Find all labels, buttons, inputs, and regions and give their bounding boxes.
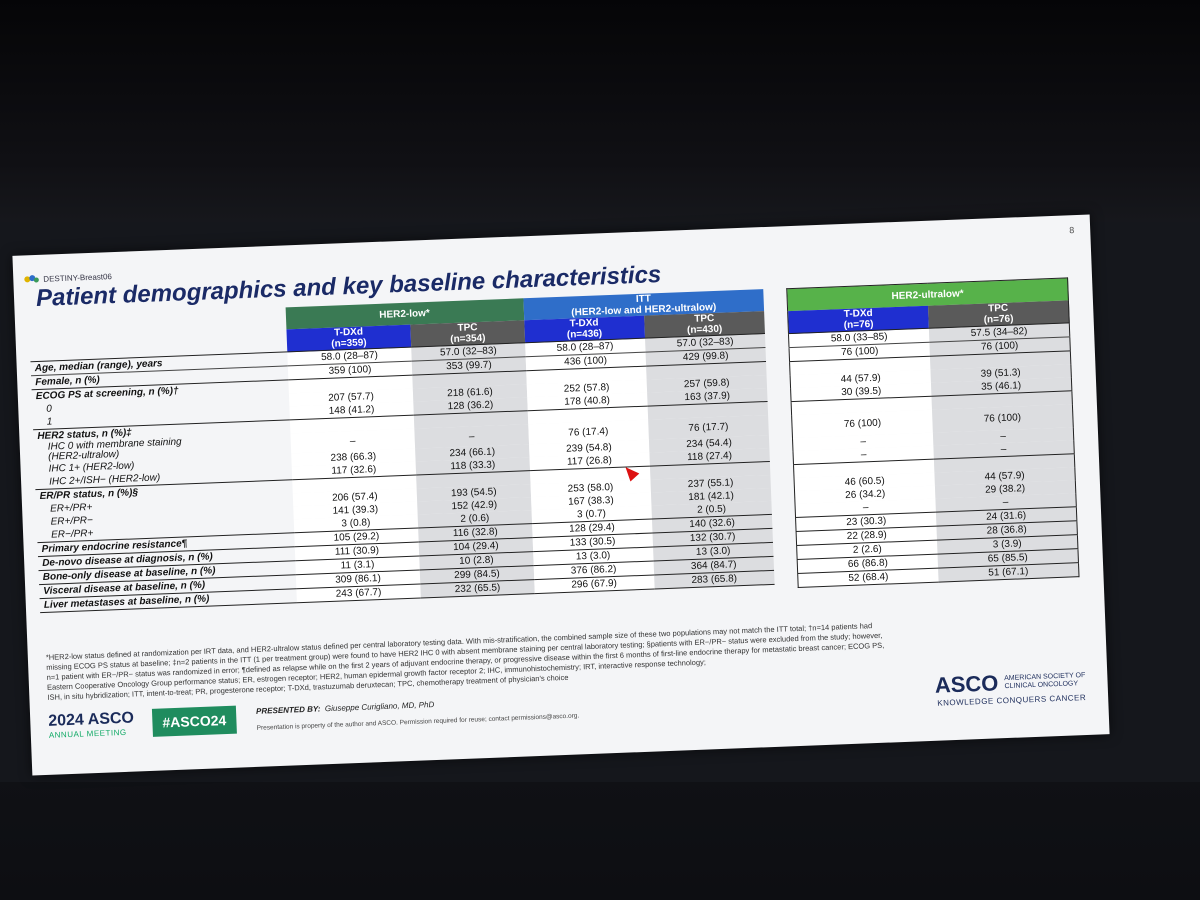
property-note: Presentation is property of the author a…	[256, 712, 580, 732]
study-logo-icon	[24, 275, 39, 283]
slide: 8 DESTINY-Breast06 Patient demographics …	[12, 214, 1110, 776]
footnotes: *HER2-low status defined at randomizatio…	[45, 621, 885, 702]
asco-logo: ASCO AMERICAN SOCIETY OF CLINICAL ONCOLOG…	[934, 670, 1087, 708]
page-number: 8	[1069, 225, 1075, 236]
presenter-line: PRESENTED BY: Giuseppe Curigliano, MD, P…	[255, 700, 435, 716]
hashtag-badge: #ASCO24	[151, 705, 237, 737]
study-brand: DESTINY-Breast06	[23, 270, 112, 285]
main-table: HER2-low* ITT (HER2-low and HER2-ultralo…	[29, 289, 775, 613]
meeting-logo: 2024 ASCO ANNUAL MEETING	[47, 709, 135, 740]
group-itt-line1: ITT	[635, 293, 652, 305]
ultralow-table: HER2-ultralow* T-DXd (n=76) TPC (n=76) 58.…	[786, 277, 1080, 588]
